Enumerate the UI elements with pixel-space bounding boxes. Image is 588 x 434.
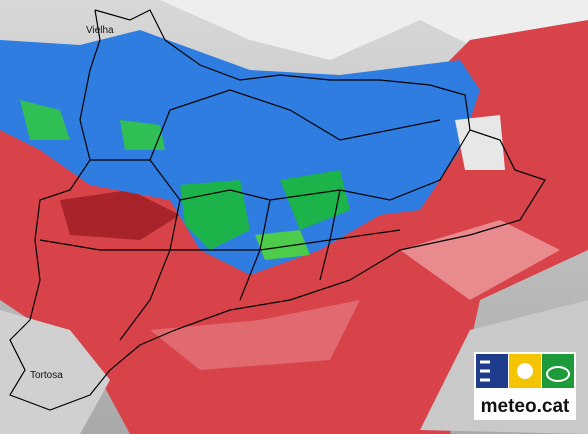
place-label: Tortosa [30, 370, 63, 381]
logo-lines [480, 360, 490, 382]
precip-blue [0, 30, 480, 275]
region-outline [9, 9, 546, 411]
no-precip [0, 310, 110, 434]
precip-green [20, 100, 70, 140]
precip-green [255, 230, 310, 260]
logo-cloud [546, 366, 570, 382]
place-label: Vielha [86, 25, 114, 36]
mountains [0, 0, 588, 60]
precip-green [280, 170, 350, 230]
precip-green [120, 120, 165, 150]
county-border [149, 89, 441, 161]
logo-text: meteo.cat [481, 396, 570, 417]
logo-sun [517, 363, 533, 379]
borders [9, 9, 546, 411]
precip-light [400, 220, 560, 300]
precip-dark [60, 190, 180, 240]
county-border [39, 229, 401, 251]
logo-icon [542, 354, 574, 388]
no-precip [455, 115, 505, 170]
precip-green [180, 180, 250, 250]
logo: meteo.cat [474, 352, 576, 420]
county-border [119, 199, 181, 341]
precip-light [150, 300, 360, 370]
